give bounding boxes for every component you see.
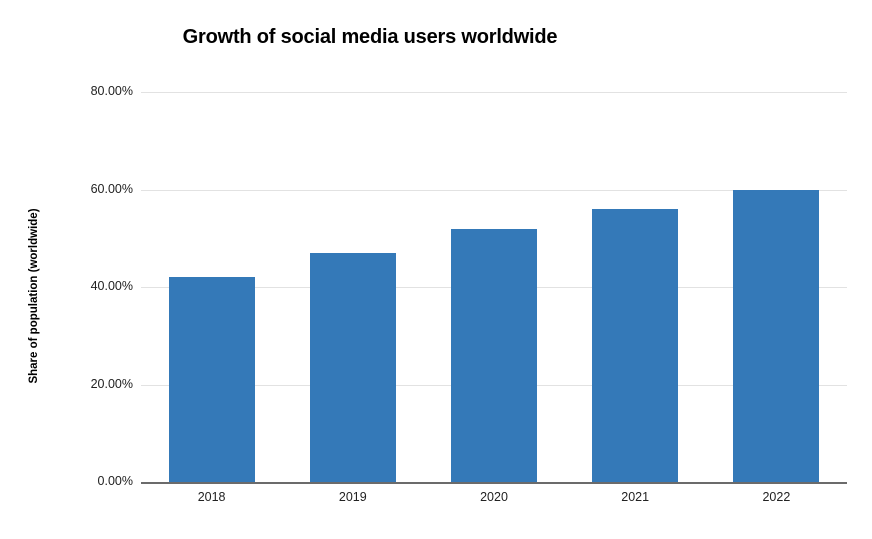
gridline [141,92,847,93]
bar-2022[interactable] [733,189,820,482]
y-axis-tick-label: 20.00% [90,376,133,391]
y-axis-tick-label: 80.00% [90,84,133,98]
bar-2020[interactable] [451,228,537,482]
bar-slot [733,92,820,482]
bar-slot [592,92,679,482]
y-axis-tick-label: 0.00% [97,474,133,488]
x-axis-tick-label: 2018 [197,490,226,504]
bar-2019[interactable] [309,252,396,482]
gridline [141,189,847,191]
bars-layer [141,92,847,482]
bar-slot [168,92,255,482]
x-axis-tick-label: 2020 [480,490,508,504]
y-axis-tick-labels: 80.00% 60.00% 40.00% 20.00% 0.00% [0,0,133,539]
chart-title: Growth of social media users worldwide [182,26,558,48]
bar-slot [309,92,396,482]
x-axis-line [141,482,847,484]
x-axis-tick-label: 2021 [621,490,650,504]
x-axis-tick-label: 2022 [762,490,791,504]
y-axis-tick-label: 60.00% [90,181,133,196]
bar-slot [451,92,537,482]
bar-2018[interactable] [168,277,255,482]
y-axis-tick-label: 40.00% [90,279,133,293]
x-axis-tick-label: 2019 [338,490,367,504]
bar-2021[interactable] [592,209,679,482]
